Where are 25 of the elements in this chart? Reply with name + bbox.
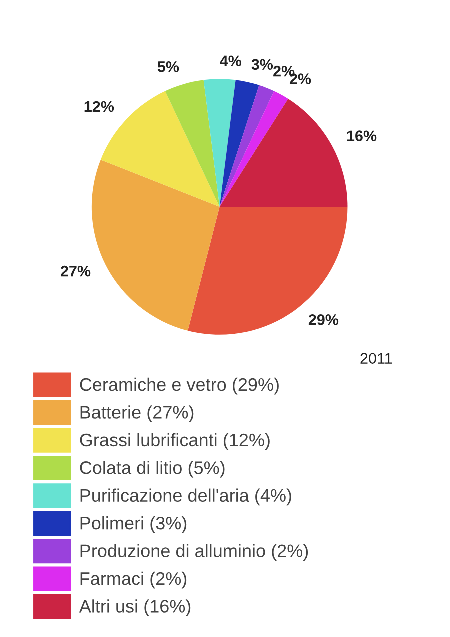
legend-label: Colata di litio (5%) [80, 461, 225, 478]
data-label: 29% [308, 314, 339, 326]
text: 2011 [360, 353, 392, 364]
data-label: 5% [158, 62, 180, 72]
pie-slice [188, 207, 348, 335]
data-label: 27% [60, 266, 91, 277]
pie-slice [92, 160, 220, 331]
legend-label: Batterie (27%) [80, 406, 194, 422]
data-label: 16% [347, 130, 377, 142]
pie-slice [220, 99, 348, 208]
legend-label: Ceramiche e vetro (29%) [80, 378, 279, 395]
legend-label: Farmaci (2%) [80, 572, 187, 589]
pie-slice [220, 85, 274, 208]
legend-label: Grassi lubrificanti (12%) [80, 433, 270, 450]
legend-label: Produzione di alluminio (2%) [80, 544, 308, 562]
legend-label: Purificazione dell'aria (4%) [80, 488, 292, 506]
legend-label: Polimeri (3%) [80, 516, 187, 534]
data-label: 4% [220, 56, 242, 67]
data-label: 12% [84, 101, 114, 112]
pie-slice [165, 80, 220, 208]
legend-label: Altri usi (16%) [79, 600, 191, 616]
data-label: 3% [252, 59, 274, 70]
pie-slice [204, 79, 236, 208]
pie-slice [220, 91, 288, 208]
pie-slice [220, 80, 260, 208]
